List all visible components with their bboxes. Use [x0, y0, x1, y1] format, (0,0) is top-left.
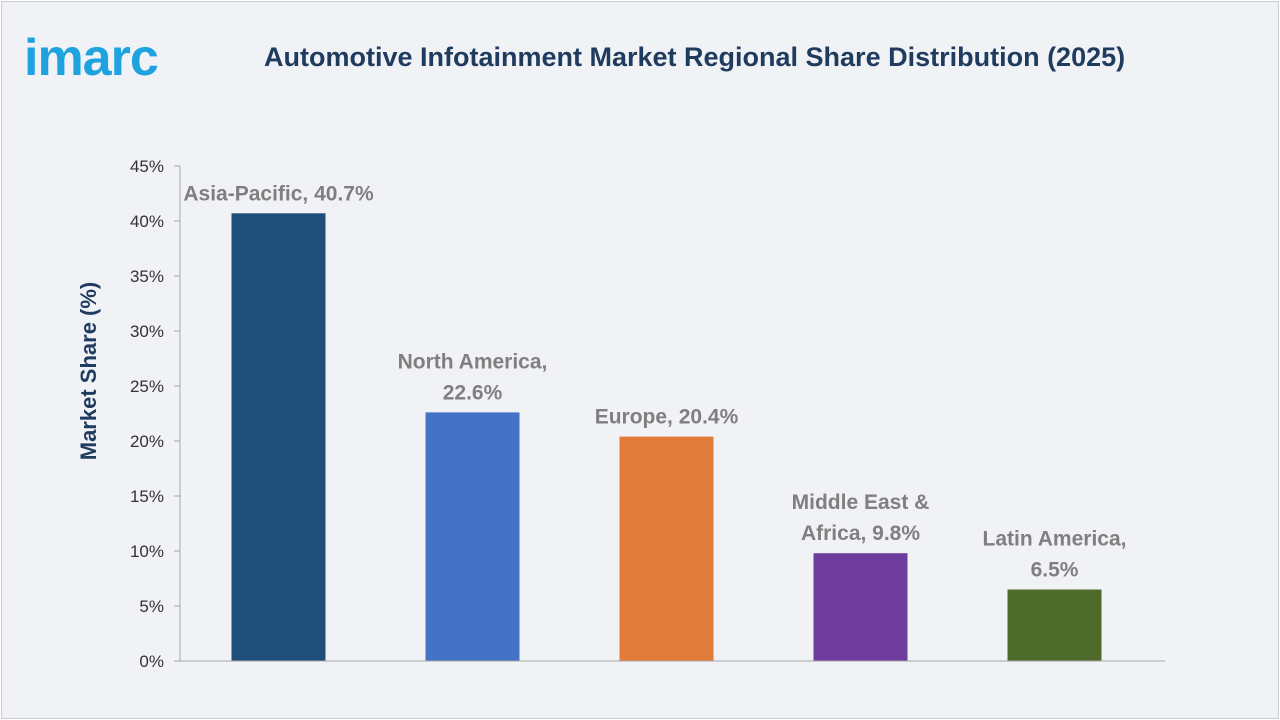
data-label: Middle East &	[792, 491, 930, 514]
data-label: 22.6%	[443, 381, 503, 404]
y-tick-label: 15%	[130, 487, 164, 506]
y-axis: 0% 5% 10% 15% 20% 25% 30% 35% 40% 45%	[130, 157, 180, 671]
y-tick-label: 10%	[130, 542, 164, 561]
data-label: Europe, 20.4%	[595, 406, 739, 429]
logo-text: imarc	[24, 29, 158, 84]
y-tick-label: 0%	[139, 652, 164, 671]
data-label: North America,	[398, 350, 548, 373]
y-tick-label: 30%	[130, 322, 164, 341]
data-labels: Asia-Pacific, 40.7% North America, 22.6% Eu…	[183, 182, 1126, 581]
y-tick-label: 45%	[130, 157, 164, 176]
page-title: Automotive Infotainment Market Regional …	[264, 42, 1126, 72]
y-tick-label: 25%	[130, 377, 164, 396]
y-tick-label: 35%	[130, 267, 164, 286]
data-label: Latin America,	[983, 528, 1127, 551]
y-axis-title: Market Share (%)	[76, 282, 101, 461]
bar-middle-east-africa	[813, 553, 908, 661]
bar-europe	[619, 436, 714, 661]
y-tick-label: 5%	[139, 597, 164, 616]
data-label: 6.5%	[1031, 559, 1079, 582]
bar-north-america	[425, 412, 520, 661]
bar-latin-america	[1007, 589, 1102, 661]
y-tick-label: 40%	[130, 212, 164, 231]
y-tick-label: 20%	[130, 432, 164, 451]
data-label: Asia-Pacific, 40.7%	[183, 182, 374, 205]
bars	[231, 213, 1102, 662]
bar-asia-pacific	[231, 213, 326, 662]
imarc-logo: imarc	[24, 29, 159, 84]
data-label: Africa, 9.8%	[801, 522, 920, 545]
